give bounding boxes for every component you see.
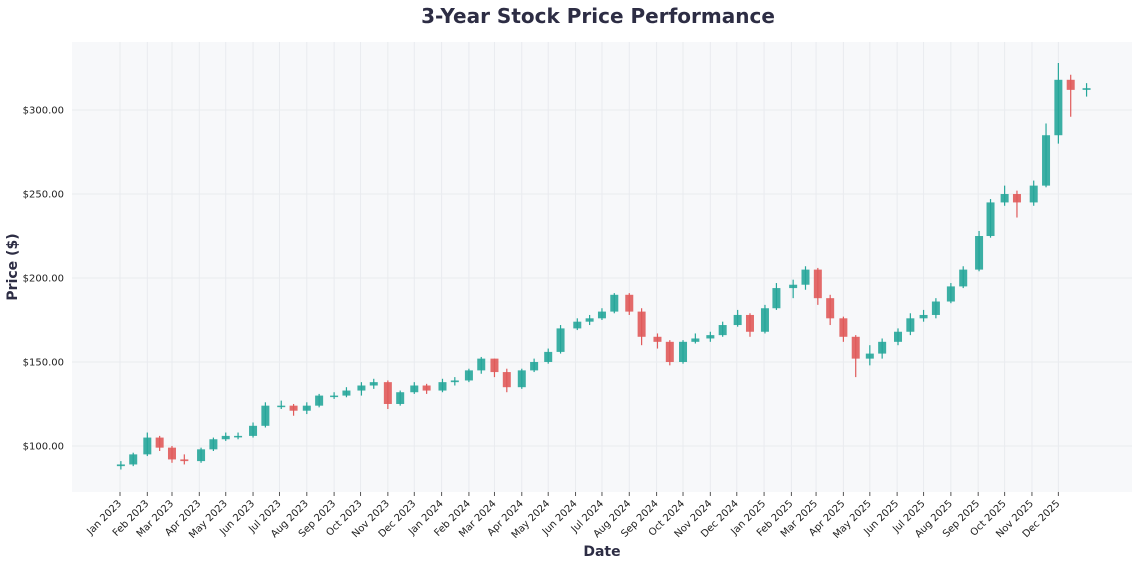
candle-body <box>167 447 176 460</box>
candle-body <box>502 372 511 388</box>
candle-body <box>396 392 405 404</box>
candle-body <box>573 321 582 329</box>
candle-body <box>894 331 903 342</box>
candle-body <box>691 338 700 342</box>
candle-body <box>155 437 164 448</box>
candle-body <box>289 405 298 411</box>
candle-body <box>1066 79 1075 90</box>
candle-body <box>277 405 286 408</box>
candle-body <box>477 358 486 371</box>
candle-body <box>772 288 781 309</box>
y-tick-label: $300.00 <box>23 106 64 117</box>
candle-body <box>679 341 688 362</box>
candle-body <box>544 351 553 362</box>
candle-body <box>342 390 351 396</box>
candle-body <box>653 336 662 342</box>
candle-body <box>851 336 860 359</box>
candle-body <box>129 454 138 465</box>
candle-body <box>1012 194 1021 203</box>
candle-body <box>143 437 152 455</box>
grid-lines <box>72 42 1132 492</box>
candle-body <box>197 449 206 462</box>
candle-body <box>330 395 339 398</box>
candle-body <box>221 435 230 440</box>
candle-body <box>249 425 258 436</box>
y-tick-label: $150.00 <box>23 357 64 368</box>
candle-body <box>1054 79 1063 136</box>
x-axis-label: Date <box>583 544 620 560</box>
candle-body <box>1042 135 1051 186</box>
candle-body <box>959 269 968 287</box>
candle-body <box>369 382 378 386</box>
candle-body <box>383 382 392 404</box>
candle-body <box>878 341 887 354</box>
candle-body <box>410 385 419 393</box>
candle-body <box>180 459 189 462</box>
candle-body <box>801 269 810 285</box>
candle-body <box>597 311 606 319</box>
candle-body <box>813 269 822 299</box>
candle-body <box>556 328 565 352</box>
candle-body <box>302 405 311 411</box>
y-axis-label: Price ($) <box>5 233 21 300</box>
y-tick-label: $100.00 <box>23 441 64 452</box>
candle-body <box>610 294 619 312</box>
candle-body <box>789 284 798 289</box>
candle-body <box>625 294 634 312</box>
candle-body <box>1082 88 1091 90</box>
candle-body <box>517 370 526 388</box>
candle-body <box>718 325 727 336</box>
candle-body <box>234 435 243 438</box>
candle-body <box>1029 185 1038 203</box>
candle-body <box>1000 194 1009 203</box>
candle-body <box>530 361 539 371</box>
candle-body <box>986 202 995 237</box>
candle-body <box>464 370 473 381</box>
y-tick-label: $250.00 <box>23 190 64 201</box>
candle-body <box>585 318 594 322</box>
chart-title: 3-Year Stock Price Performance <box>421 4 775 28</box>
candle-body <box>975 236 984 270</box>
candle-body <box>261 405 270 426</box>
candle-body <box>906 318 915 332</box>
candle-body <box>745 314 754 332</box>
candle-body <box>839 318 848 337</box>
candle-body <box>450 380 459 383</box>
y-axis: $100.00 $150.00 $200.00 $250.00 $300.00 <box>23 106 64 453</box>
candles <box>116 62 1091 470</box>
candle-body <box>919 314 928 319</box>
candle-body <box>706 335 715 339</box>
candle-body <box>665 341 674 362</box>
candle-body <box>357 385 366 391</box>
candle-body <box>946 286 955 302</box>
candle-body <box>826 298 835 319</box>
candle-body <box>438 382 447 391</box>
candle-body <box>760 308 769 332</box>
candle-body <box>733 314 742 326</box>
candle-body <box>209 439 218 450</box>
candle-body <box>637 311 646 337</box>
candle-body <box>422 385 431 391</box>
candle-body <box>116 464 125 467</box>
candle-body <box>931 301 940 315</box>
y-tick-label: $200.00 <box>23 274 64 285</box>
candle-body <box>315 395 324 406</box>
candle-body <box>865 353 874 359</box>
candle-body <box>490 358 499 373</box>
